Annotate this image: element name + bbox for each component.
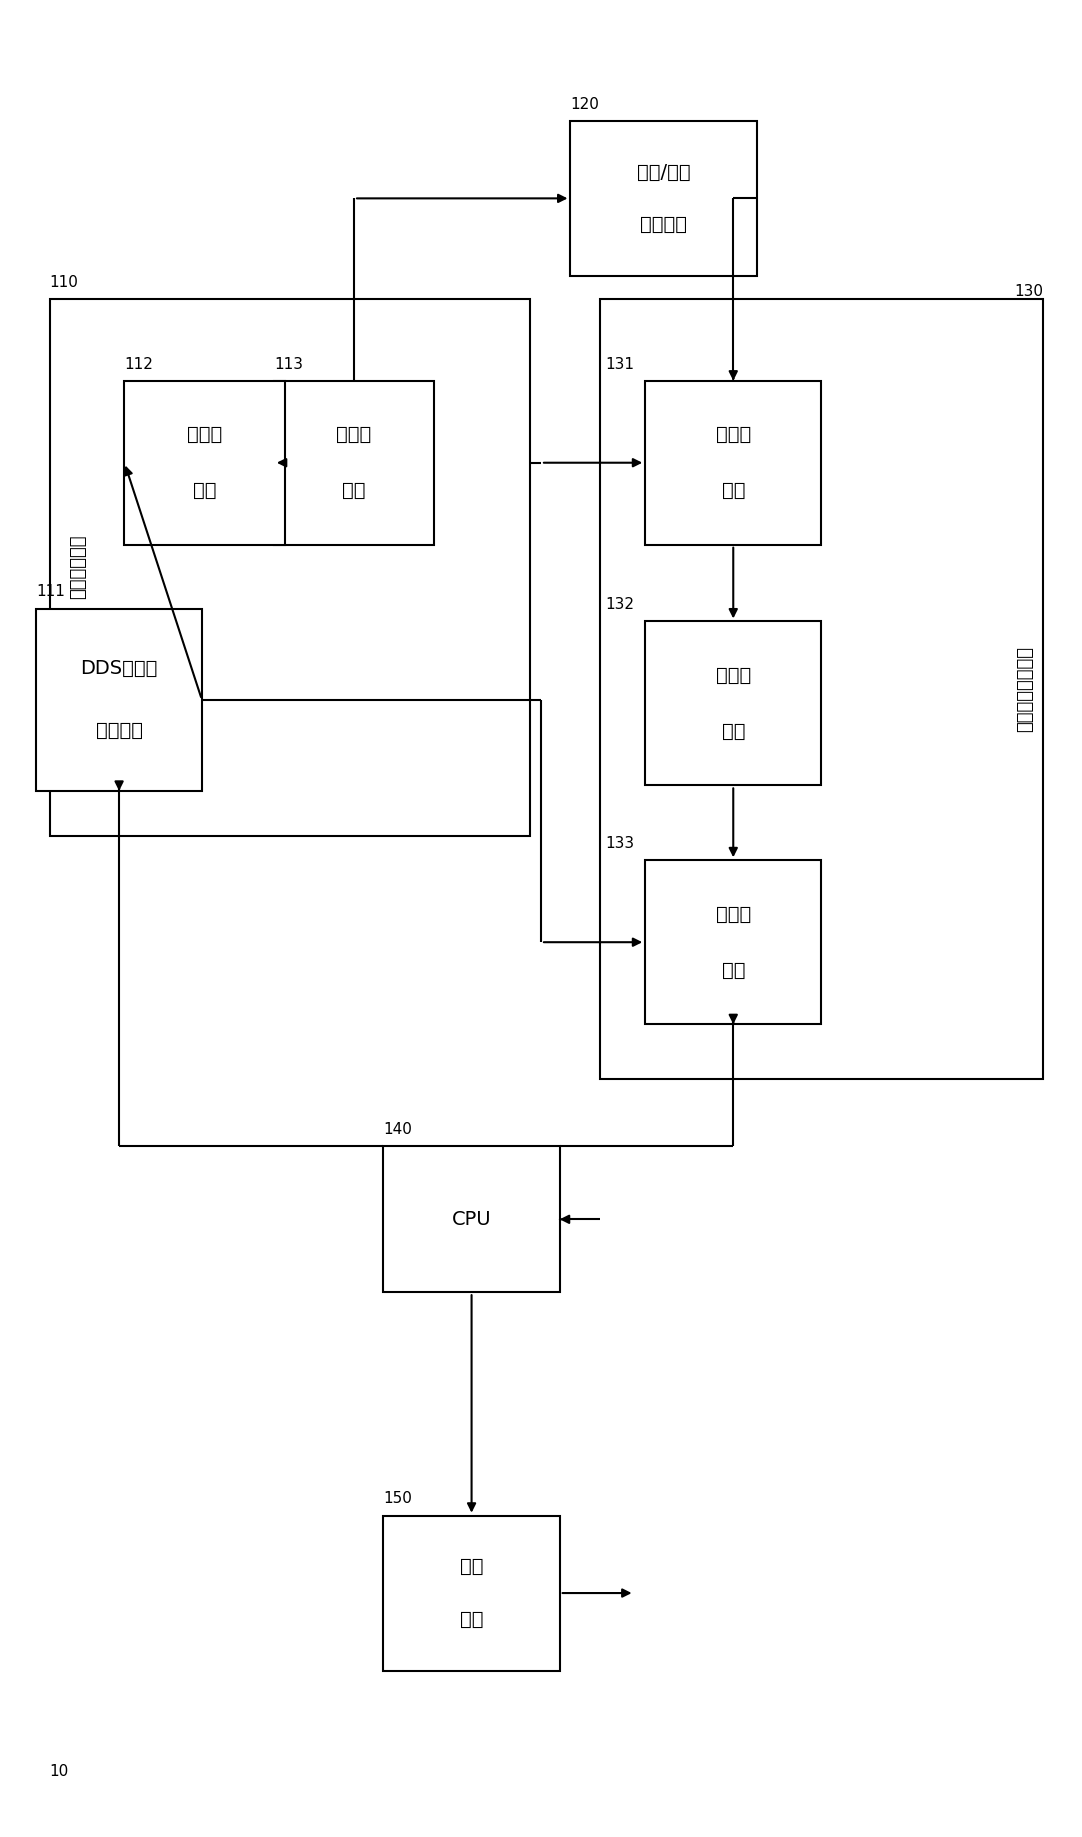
Bar [124,380,285,546]
Text: CPU: CPU [452,1211,491,1229]
Bar [50,299,530,836]
Text: 112: 112 [124,356,154,371]
Text: 变换模块: 变换模块 [641,215,687,233]
Text: 113: 113 [274,356,303,371]
Text: 通信: 通信 [460,1558,484,1576]
Text: 调器: 调器 [722,961,745,979]
Text: 140: 140 [383,1122,412,1137]
Text: 大器: 大器 [722,481,745,500]
Text: DDS正弦信: DDS正弦信 [80,659,158,678]
Bar [599,299,1043,1078]
Text: 换器: 换器 [722,722,745,740]
Text: 10: 10 [50,1764,69,1778]
Bar [570,121,757,276]
Text: 数字解: 数字解 [715,906,751,924]
Bar [645,621,821,786]
Bar [37,608,202,792]
Text: 数模转: 数模转 [187,426,222,445]
Text: 132: 132 [606,597,634,612]
Bar [383,1516,559,1670]
Bar [383,1146,559,1291]
Text: 波器: 波器 [342,481,366,500]
Text: 低通滤: 低通滤 [337,426,372,445]
Text: 133: 133 [605,836,634,851]
Bar [645,380,821,546]
Text: 111: 111 [37,584,65,599]
Text: 150: 150 [383,1492,412,1506]
Text: 信号采集处理模块: 信号采集处理模块 [1016,647,1034,731]
Bar [645,860,821,1025]
Text: 120: 120 [570,97,599,112]
Bar [274,380,434,546]
Text: 131: 131 [606,356,634,371]
Text: 模块: 模块 [460,1609,484,1629]
Text: 号发生器: 号发生器 [95,722,143,740]
Text: 模数转: 模数转 [715,667,751,685]
Text: 信号发生模块: 信号发生模块 [69,535,88,599]
Text: 换器: 换器 [193,481,216,500]
Text: 130: 130 [1014,283,1043,299]
Text: 电容/电压: 电容/电压 [637,162,690,182]
Text: 110: 110 [50,274,79,290]
Text: 程控放: 程控放 [715,426,751,445]
